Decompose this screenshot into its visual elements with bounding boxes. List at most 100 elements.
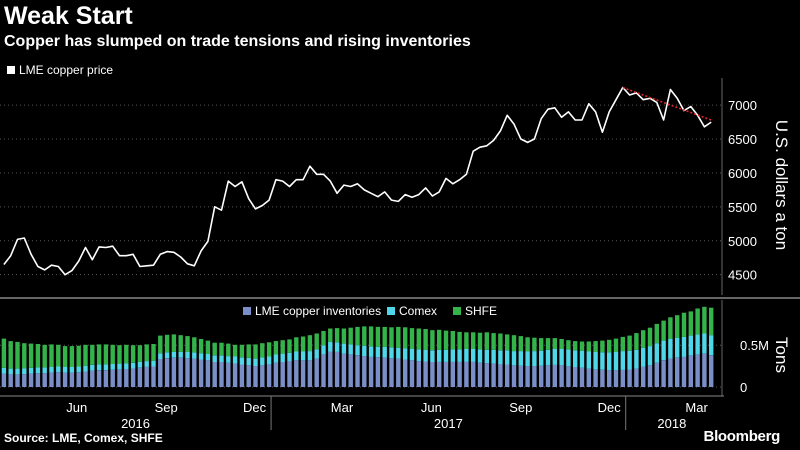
inventory-bar-segment [477, 362, 483, 387]
inventory-bar-segment [668, 317, 673, 339]
inventory-bar-segment [124, 363, 129, 369]
inventory-bar-segment [579, 350, 585, 368]
inventory-bar-segment [607, 339, 612, 353]
inventory-bar-segment [328, 341, 333, 352]
inventory-bar-segment [600, 340, 605, 353]
inventory-bar-segment [69, 346, 75, 367]
inventory-bar-segment [586, 368, 591, 387]
inventory-bar-segment [532, 351, 537, 367]
inventory-bar-segment [8, 368, 13, 375]
inventory-bar-segment [334, 328, 340, 343]
inventory-bar-segment [198, 339, 204, 354]
inventory-bar-segment [307, 335, 313, 352]
inventory-bar-segment [117, 345, 122, 364]
inventory-bar-segment [348, 327, 353, 345]
month-tick-label: Dec [243, 400, 267, 415]
inventory-bar-segment [471, 349, 476, 362]
inventory-bar-segment [300, 351, 306, 361]
inventory-bar-segment [151, 366, 156, 387]
inventory-bar-segment [688, 311, 693, 336]
inventory-bar-segment [253, 366, 258, 387]
price-legend: LME copper price [7, 63, 113, 77]
inventory-bar-segment [477, 349, 483, 363]
inventory-bar-segment [266, 364, 272, 387]
inventory-bar-segment [505, 364, 510, 387]
inventory-bar-segment [362, 356, 367, 387]
inventory-bar-segment [484, 349, 489, 364]
inventory-bar-segment [552, 338, 557, 349]
inventory-bar-segment [15, 374, 20, 387]
inventory-bar-segment [647, 346, 653, 366]
inventory-bar-segment [28, 367, 34, 374]
inventory-bar-segment [355, 326, 360, 346]
inventory-bar-segment [566, 340, 571, 350]
inventory-bar-segment [532, 337, 537, 352]
price-tick-label: 5000 [728, 234, 757, 249]
inventory-bar-segment [192, 337, 197, 353]
inventory-bar-segment [294, 337, 299, 352]
inventory-bar-segment [253, 344, 258, 359]
inventory-bar-segment [341, 328, 347, 344]
inventory-bar-segment [76, 366, 81, 373]
inventory-bar-segment [328, 351, 333, 387]
inventory-bar-segment [579, 367, 585, 387]
source-note: Source: LME, Comex, SHFE [4, 431, 163, 445]
month-tick-label: Sep [155, 400, 178, 415]
inventory-bar-segment [137, 367, 143, 387]
inventory-bar-segment [518, 351, 523, 366]
inventory-bar-segment [709, 307, 714, 336]
inventory-bar-segment [430, 361, 435, 387]
inventory-bar-segment [273, 362, 279, 387]
inventory-bar-segment [137, 345, 143, 362]
inventory-bar-segment [205, 340, 211, 354]
inventory-bar-segment [62, 372, 68, 387]
inventory-bar-segment [280, 340, 285, 354]
inventory-bar-segment [62, 367, 68, 373]
inventory-bar-segment [409, 328, 415, 349]
inventory-bar-segment [505, 334, 510, 351]
inventory-bar-segment [130, 362, 136, 369]
inventory-bar-segment [613, 370, 619, 387]
inventory-bar-segment [532, 366, 537, 387]
inventory-bar-segment [314, 349, 319, 359]
inventory-bar-segment [110, 364, 115, 370]
inventory-bar-segment [518, 365, 523, 387]
inventory-bar-segment [573, 350, 578, 367]
inventory-bar-segment [158, 359, 163, 387]
inventory-bar-segment [280, 361, 285, 387]
inventory-bar-segment [403, 359, 408, 387]
inventory-bar-segment [464, 349, 469, 362]
inventory-bar-segment [307, 351, 313, 361]
inventory-bar-segment [226, 362, 231, 387]
inventory-bar-segment [593, 369, 598, 387]
inventory-bar-segment [566, 349, 571, 367]
inventory-bar-segment [634, 349, 639, 369]
inventory-bar-segment [130, 345, 136, 363]
month-tick-label: Mar [685, 400, 708, 415]
inventory-bar-segment [552, 349, 557, 365]
inventory-bar-segment [443, 361, 449, 387]
inventory-bar-segment [164, 334, 170, 353]
inventory-bar-segment [287, 352, 292, 362]
inventory-bar-segment [144, 367, 149, 387]
inventory-bar-segment [457, 349, 462, 362]
legend-label-comex: Comex [399, 304, 437, 318]
inventory-bar-segment [389, 358, 394, 387]
inventory-bar-segment [539, 338, 544, 351]
price-y-axis-label: U.S. dollars a ton [772, 120, 791, 250]
inventory-bar-segment [300, 360, 306, 387]
inventory-bar-segment [69, 367, 75, 373]
inventory-bar-segment [42, 367, 47, 374]
inventory-bar-segment [511, 351, 517, 366]
inventory-bar-segment [368, 326, 374, 347]
inventory-bar-segment [382, 326, 387, 347]
price-tick-label: 7000 [728, 98, 757, 113]
inventory-bar-segment [437, 361, 442, 387]
inventory-bar-segment [450, 361, 455, 387]
inventory-bar-segment [375, 326, 381, 347]
inventory-bar-segment [185, 336, 190, 352]
inventory-bar-segment [641, 367, 646, 387]
inventory-bar-segment [178, 357, 183, 387]
inventory-bar-segment [321, 331, 326, 346]
inventory-bar-segment [8, 341, 13, 369]
